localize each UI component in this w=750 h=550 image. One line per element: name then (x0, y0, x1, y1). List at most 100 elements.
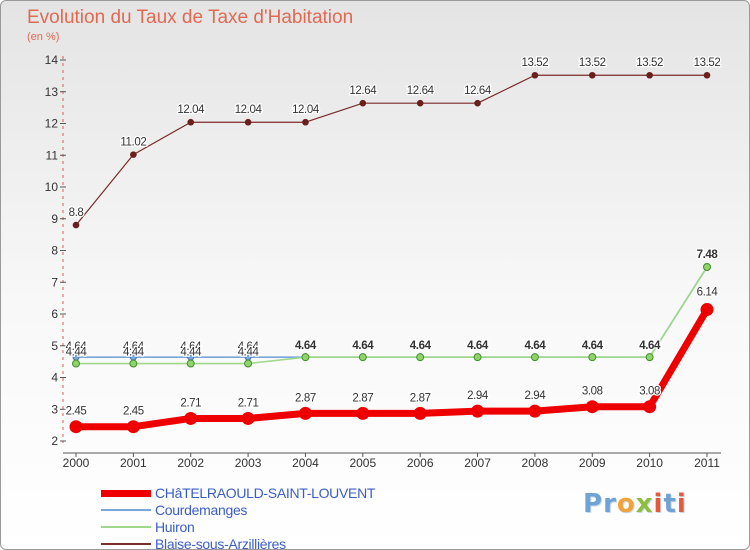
data-point (244, 118, 252, 126)
y-tick-label: 14 (45, 53, 59, 67)
data-label: 4.64 (66, 341, 88, 353)
data-label: 6.14 (697, 287, 719, 299)
data-point (528, 404, 542, 418)
data-label: 4.64 (582, 340, 604, 352)
data-label: 2.94 (525, 390, 547, 402)
x-tick-label: 2004 (292, 456, 319, 470)
data-label: 4.64 (352, 340, 374, 352)
data-label: 4.44 (123, 347, 145, 359)
data-point (416, 99, 424, 107)
data-point (244, 359, 253, 368)
x-tick-label: 2009 (579, 456, 606, 470)
x-tick-label: 2008 (522, 456, 549, 470)
y-tick-label: 7 (51, 275, 58, 289)
data-label: 12.04 (177, 104, 205, 116)
legend-swatch (101, 543, 151, 545)
x-tick-label: 2002 (177, 456, 204, 470)
proxiti-logo: Proxiti (583, 489, 687, 519)
data-point (72, 359, 80, 368)
y-tick-label: 9 (51, 212, 58, 226)
y-tick-label: 6 (51, 307, 58, 321)
data-label: 13.52 (579, 57, 606, 69)
data-label: 4.64 (123, 341, 145, 353)
x-tick-label: 2003 (235, 456, 262, 470)
data-label: 4.64 (525, 340, 547, 352)
data-label: 2.45 (123, 406, 144, 418)
data-label: 4.44 (180, 347, 202, 359)
data-label: 3.08 (582, 386, 603, 398)
data-label: 13.52 (522, 57, 549, 69)
data-label: 2.45 (66, 406, 87, 418)
data-label: 4.64 (410, 340, 432, 352)
data-label: 4.44 (238, 347, 260, 359)
data-label: 13.52 (636, 57, 663, 69)
legend-label: Huiron (155, 519, 195, 535)
data-point (588, 353, 597, 362)
series-line (72, 306, 711, 431)
data-point (471, 404, 485, 418)
y-tick-label: 4 (51, 371, 58, 385)
data-point (645, 353, 654, 362)
data-label: 3.08 (639, 386, 660, 398)
line-chart: 2 3 4 5 6 7 8 9 10 11 12 13 14 2000 2001 2002 2003 2004 20… (45, 53, 722, 470)
series-3 (72, 71, 711, 229)
data-point (356, 406, 370, 420)
legend-swatch (101, 526, 151, 528)
data-point (126, 420, 140, 434)
data-point (72, 221, 80, 229)
y-tick-label: 2 (51, 434, 58, 448)
data-label: 7.48 (697, 249, 719, 261)
x-tick-label: 2011 (694, 456, 720, 470)
data-label: 4.64 (295, 340, 317, 352)
data-label: 12.64 (349, 85, 377, 97)
legend-label: Courdemanges (155, 502, 248, 518)
data-point (703, 71, 711, 79)
series-line (75, 266, 708, 365)
data-point (186, 359, 195, 368)
legend-swatch (101, 489, 151, 497)
data-label: 2.87 (410, 392, 431, 404)
data-point (531, 71, 539, 79)
chart-title: Evolution du Taux de Taxe d'Habitation (27, 7, 354, 28)
data-point (416, 353, 425, 362)
y-tick-label: 10 (45, 180, 59, 194)
data-label: 2.87 (295, 392, 316, 404)
x-tick-label: 2010 (636, 456, 663, 470)
x-tick-label: 2007 (464, 456, 491, 470)
data-point (301, 353, 310, 362)
data-label: 4.64 (639, 340, 661, 352)
y-axis-unit: (en %) (27, 31, 60, 43)
data-point (703, 263, 711, 272)
data-label: 2.94 (467, 390, 489, 402)
data-point (474, 99, 481, 107)
data-label: 12.04 (292, 104, 320, 116)
x-tick-label: 2005 (349, 456, 376, 470)
data-point (646, 71, 653, 79)
x-tick-label: 2006 (407, 456, 434, 470)
data-label: 2.87 (352, 392, 373, 404)
data-label: 12.04 (235, 104, 263, 116)
legend-label: CHâTELRAOULD-SAINT-LOUVENT (155, 485, 376, 501)
data-point (130, 151, 137, 158)
data-label: 12.64 (407, 85, 435, 97)
y-tick-label: 13 (45, 85, 59, 99)
data-point (588, 71, 596, 79)
data-label: 4.64 (180, 341, 202, 353)
data-point (643, 400, 657, 414)
series-2 (72, 263, 711, 368)
data-label: 11.02 (120, 137, 146, 149)
data-point (187, 118, 195, 126)
data-point (241, 411, 255, 425)
data-point (473, 353, 482, 362)
data-label: 8.8 (69, 207, 84, 219)
data-point (585, 400, 599, 414)
data-label: 4.64 (467, 340, 489, 352)
y-tick-label: 5 (51, 339, 58, 353)
data-point (184, 411, 198, 425)
legend-label: Blaise-sous-Arzillières (155, 536, 286, 550)
legend-swatch (101, 509, 151, 511)
y-tick-label: 3 (51, 402, 58, 416)
series-0 (69, 303, 714, 434)
data-point (359, 99, 367, 107)
